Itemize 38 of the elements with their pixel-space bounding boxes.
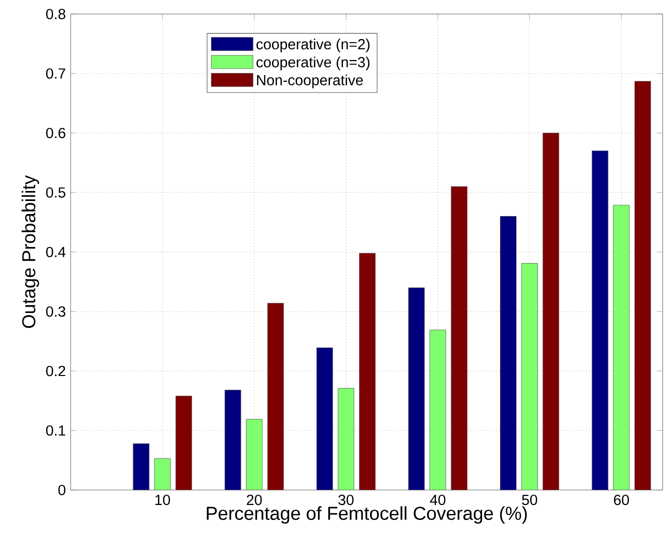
bar xyxy=(338,388,354,490)
y-tick-label: 0.4 xyxy=(46,246,66,258)
bar xyxy=(267,302,284,490)
bar xyxy=(521,263,538,490)
bar xyxy=(430,330,446,490)
bar xyxy=(408,288,425,490)
bar xyxy=(224,390,242,490)
bar xyxy=(450,186,468,490)
x-tick-label: 20 xyxy=(246,494,262,506)
bar xyxy=(634,81,651,490)
y-tick-label: 0.6 xyxy=(46,128,66,138)
bar xyxy=(316,348,333,490)
bar xyxy=(359,252,376,490)
x-axis-title: Percentage of Femtocell Coverage (%) xyxy=(206,506,527,524)
y-axis-title: Outage Probability xyxy=(22,175,40,328)
bar xyxy=(592,150,608,490)
bar xyxy=(132,443,150,490)
y-tick-label: 0.5 xyxy=(46,187,66,198)
legend-label: cooperative (n=3) xyxy=(256,56,370,70)
x-tick-label: 30 xyxy=(338,494,354,506)
y-tick-label: 0.7 xyxy=(46,68,66,79)
bar xyxy=(542,132,560,490)
bar xyxy=(613,204,630,490)
bar xyxy=(500,216,516,490)
bar xyxy=(154,458,171,490)
x-tick-label: 60 xyxy=(614,494,629,506)
bar xyxy=(176,396,192,490)
y-tick-label: 0.8 xyxy=(46,8,66,20)
y-tick-label: 0.3 xyxy=(46,306,66,317)
bar xyxy=(246,418,262,490)
x-tick-label: 50 xyxy=(522,494,538,506)
legend-label: Non-cooperative xyxy=(257,74,363,88)
y-tick-label: 0 xyxy=(58,484,66,496)
legend-label: cooperative (n=2) xyxy=(256,38,370,52)
x-tick-label: 10 xyxy=(155,494,170,506)
y-tick-label: 0.1 xyxy=(46,425,66,436)
x-tick-label: 40 xyxy=(430,494,446,506)
y-tick-label: 0.2 xyxy=(46,366,66,376)
